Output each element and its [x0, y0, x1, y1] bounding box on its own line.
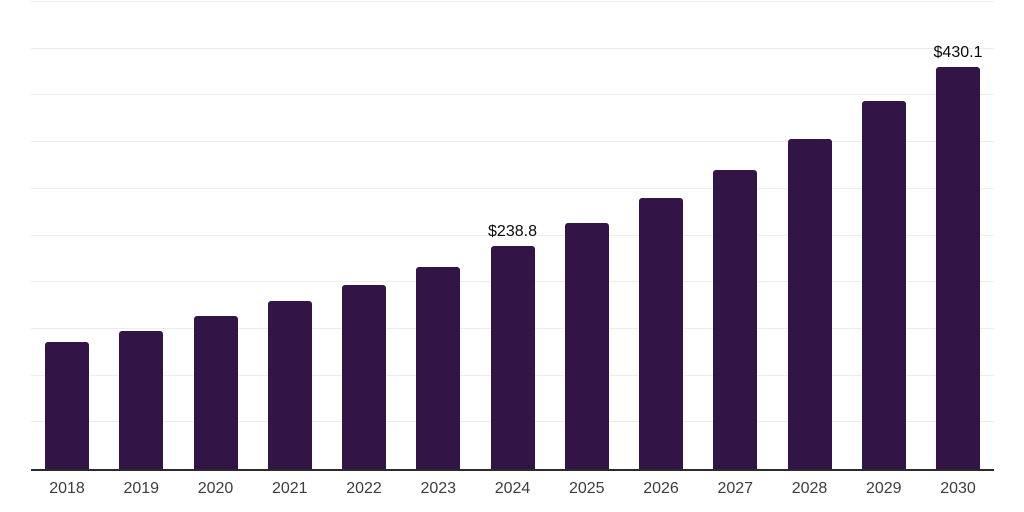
bar-2019: [119, 330, 164, 469]
x-tick-label-2028: 2028: [791, 480, 828, 497]
bar-value-label-2024: $238.8: [488, 222, 537, 240]
bar-slot-2030: $430.1: [933, 2, 983, 469]
x-tick-label-2027: 2027: [717, 480, 754, 497]
bar-slot-2019: [119, 2, 164, 469]
bar-2023: [416, 266, 461, 469]
bar-slot-2024: $238.8: [488, 2, 537, 469]
bar-2028: [787, 138, 832, 469]
x-tick-label-2024: 2024: [494, 480, 531, 497]
bar-slot-2027: [713, 2, 758, 469]
x-tick-label-2018: 2018: [49, 480, 85, 497]
bar-2030: [936, 67, 980, 469]
x-tick-label-2025: 2025: [568, 480, 605, 497]
gridline-350: [31, 141, 994, 143]
bar-slot-2028: [787, 2, 832, 469]
bar-slot-2020: [193, 2, 238, 469]
x-tick-label-2021: 2021: [271, 480, 308, 497]
bar-2021: [267, 300, 312, 469]
gridline-250: [31, 234, 994, 236]
bars-row: $238.8 $430.1: [31, 2, 994, 469]
x-tick-label-2026: 2026: [643, 480, 679, 497]
x-axis-line: [31, 469, 994, 471]
gridline-450: [31, 47, 994, 49]
bar-2026: [639, 197, 683, 469]
bar-2025: [564, 222, 609, 469]
gridline-300: [31, 187, 994, 189]
x-tick-label-2019: 2019: [123, 480, 160, 497]
bar-2029: [861, 101, 906, 469]
bar-2027: [713, 169, 758, 469]
plot-area: $238.8 $430.1: [31, 1, 994, 469]
bar-2020: [193, 315, 238, 469]
x-axis-labels: 2018 2019 2020 2021 2022 2023 2024 2025 2026 2027…: [31, 478, 994, 500]
bar-2024: [490, 245, 535, 469]
x-tick-label-2023: 2023: [420, 480, 457, 497]
bar-2018: [45, 341, 89, 469]
bar-2022: [342, 284, 386, 469]
bar-slot-2023: [416, 2, 461, 469]
bar-value-label-2030: $430.1: [933, 44, 983, 62]
bar-slot-2025: [564, 2, 609, 469]
gridline-400: [31, 94, 994, 96]
x-tick-label-2020: 2020: [197, 480, 234, 497]
bar-slot-2021: [267, 2, 312, 469]
bar-slot-2026: [639, 2, 683, 469]
bar-slot-2029: [861, 2, 906, 469]
x-tick-label-2029: 2029: [865, 480, 902, 497]
gridline-500: [31, 1, 994, 2]
x-tick-label-2030: 2030: [940, 480, 976, 497]
bar-slot-2022: [342, 2, 386, 469]
bar-slot-2018: [45, 2, 89, 469]
x-tick-label-2022: 2022: [346, 480, 382, 497]
